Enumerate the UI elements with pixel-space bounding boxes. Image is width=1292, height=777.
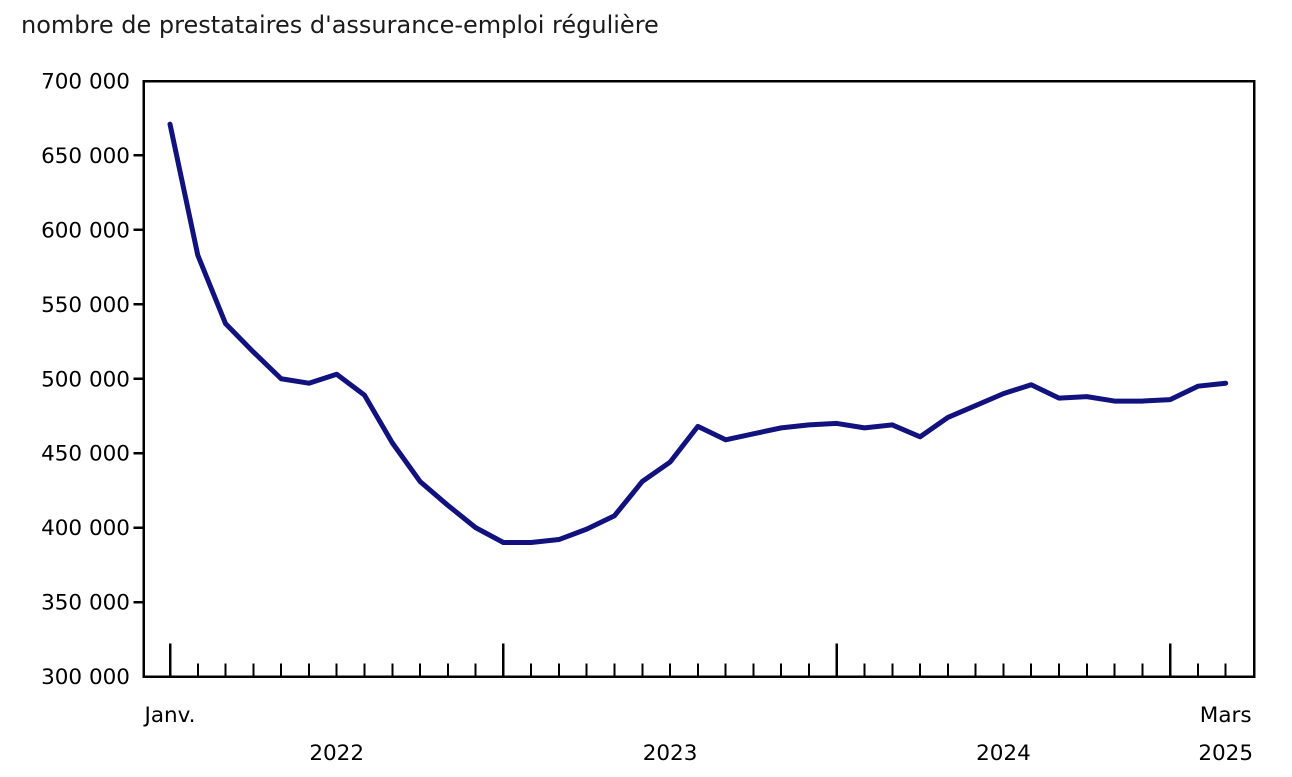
y-axis-label: 400 000 xyxy=(41,516,130,541)
y-axis-label: 300 000 xyxy=(41,665,130,690)
y-axis-label: 500 000 xyxy=(41,367,130,392)
x-axis-last-month-label: Mars xyxy=(1200,703,1252,728)
x-axis-first-month-label: Janv. xyxy=(142,703,195,728)
x-axis-year-label: 2023 xyxy=(643,741,698,766)
y-axis-label: 350 000 xyxy=(41,591,130,616)
y-axis-label: 650 000 xyxy=(41,144,130,169)
x-axis-year-label: 2024 xyxy=(976,741,1031,766)
chart-title: nombre de prestataires d'assurance-emplo… xyxy=(21,11,659,39)
x-axis-year-label: 2025 xyxy=(1198,741,1253,766)
x-axis-year-label: 2022 xyxy=(309,741,364,766)
plot-frame xyxy=(142,79,1256,678)
data-line xyxy=(167,121,1229,546)
y-axis-label: 700 000 xyxy=(41,70,130,95)
y-axis-label: 600 000 xyxy=(41,218,130,243)
y-axis-label: 550 000 xyxy=(41,293,130,318)
y-axis-label: 450 000 xyxy=(41,442,130,467)
